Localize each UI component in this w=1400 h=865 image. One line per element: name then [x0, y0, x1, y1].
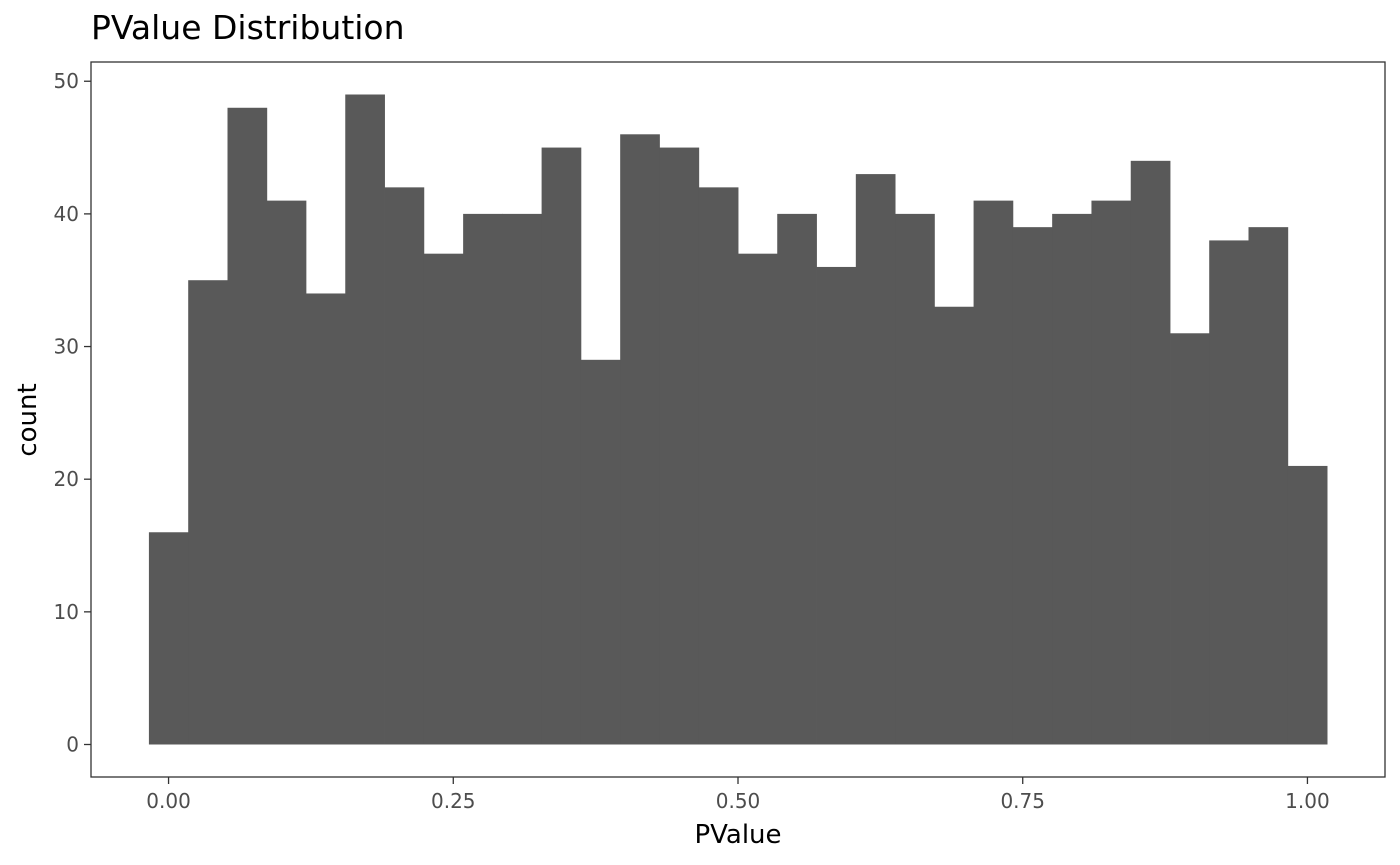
histogram-bar: [580, 359, 621, 745]
y-axis-title: count: [13, 383, 43, 456]
histogram-bar: [305, 293, 346, 745]
histogram-bar: [1052, 213, 1092, 745]
x-tick-label: 0.25: [431, 789, 476, 813]
histogram-bar: [816, 266, 857, 745]
bars-layer: [148, 94, 1328, 745]
histogram-bar: [1091, 200, 1132, 745]
y-tick-label: 50: [54, 69, 79, 93]
histogram-bar: [1287, 465, 1328, 745]
x-axis-title: PValue: [694, 820, 781, 850]
histogram-bar: [737, 253, 778, 745]
y-tick-label: 0: [66, 733, 79, 757]
histogram-bar: [973, 200, 1014, 745]
panel-border: [90, 61, 1386, 778]
y-tick-label: 40: [54, 202, 79, 226]
histogram-bar: [227, 107, 268, 745]
histogram-bar: [1248, 227, 1289, 745]
x-tick-label: 0.75: [1000, 789, 1045, 813]
axes-layer: 0.00 0.25 0.50 0.75 1.00 0 10 20 30 40 50: [54, 69, 1330, 813]
histogram-bar: [895, 213, 935, 745]
histogram-bar: [777, 213, 817, 745]
y-tick-label: 30: [54, 335, 79, 359]
histogram-bar: [934, 306, 975, 745]
histogram-bar: [1130, 160, 1171, 745]
histogram-bar: [463, 213, 503, 745]
histogram-bar: [1209, 240, 1249, 745]
histogram-bar: [659, 147, 700, 745]
histogram-bar: [1170, 333, 1210, 745]
histogram-bar: [698, 187, 739, 745]
histogram-bar: [188, 280, 228, 745]
histogram-bar: [384, 187, 425, 745]
histogram-bar: [266, 200, 307, 745]
histogram-bar: [345, 94, 385, 745]
histogram-bar: [541, 147, 582, 745]
histogram-bar: [855, 174, 896, 745]
histogram-bar: [423, 253, 464, 745]
x-tick-label: 0.00: [146, 789, 191, 813]
histogram-bar: [502, 213, 542, 745]
chart-title: PValue Distribution: [91, 8, 405, 47]
histogram-bar: [148, 532, 189, 745]
y-tick-label: 20: [54, 467, 79, 491]
y-tick-label: 10: [54, 600, 79, 624]
histogram-bar: [1012, 227, 1053, 745]
histogram-bar: [620, 134, 660, 745]
x-tick-label: 1.00: [1285, 789, 1330, 813]
x-tick-label: 0.50: [716, 789, 761, 813]
